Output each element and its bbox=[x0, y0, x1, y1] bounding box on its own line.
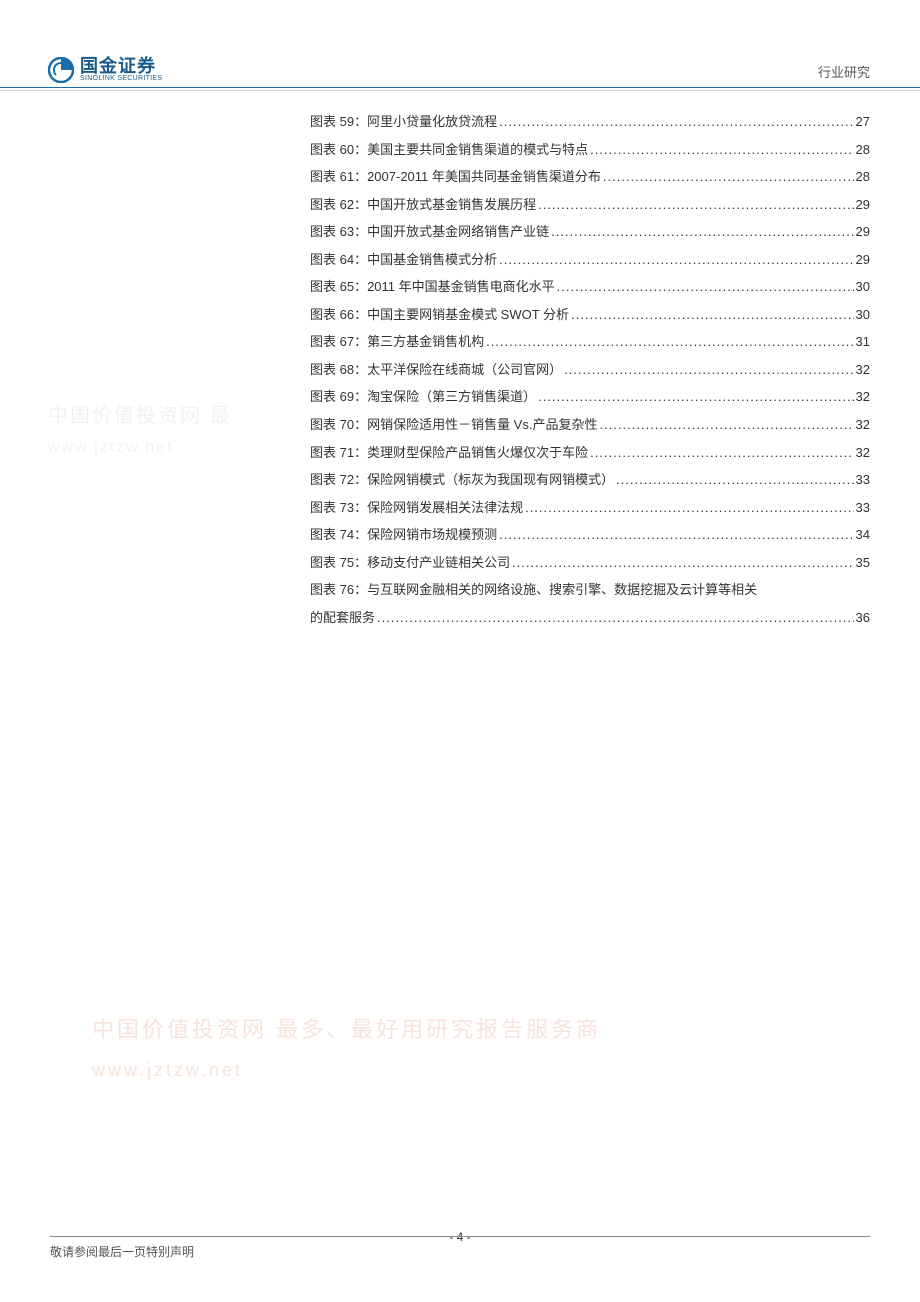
toc-entry: 图表 67：第三方基金销售机构 31 bbox=[310, 328, 870, 356]
toc-entry-page: 32 bbox=[856, 383, 870, 411]
toc-entry: 图表 76：与互联网金融相关的网络设施、搜索引擎、数据挖掘及云计算等相关的配套服… bbox=[310, 576, 870, 631]
toc-leader-dots bbox=[512, 549, 853, 577]
toc-entry: 图表 65：2011 年中国基金销售电商化水平 30 bbox=[310, 273, 870, 301]
toc-entry: 图表 66：中国主要网销基金模式 SWOT 分析 30 bbox=[310, 301, 870, 329]
toc-entry-title: 图表 61：2007-2011 年美国共同基金销售渠道分布 bbox=[310, 163, 601, 191]
toc-entry-page: 29 bbox=[856, 191, 870, 219]
logo-text-en: SINOLINK SECURITIES bbox=[80, 75, 162, 83]
toc-leader-dots bbox=[603, 163, 854, 191]
watermark-url: www.jztzw.net bbox=[92, 1052, 601, 1088]
toc-entry: 图表 75：移动支付产业链相关公司 35 bbox=[310, 549, 870, 577]
toc-entry: 图表 68：太平洋保险在线商城（公司官网） 32 bbox=[310, 356, 870, 384]
toc-entry-page: 28 bbox=[856, 163, 870, 191]
page-header: 国金证券 SINOLINK SECURITIES 行业研究 bbox=[0, 48, 920, 88]
toc-entry-title: 图表 74：保险网销市场规模预测 bbox=[310, 521, 497, 549]
toc-leader-dots bbox=[377, 604, 854, 632]
toc-entry-title: 图表 69：淘宝保险（第三方销售渠道） bbox=[310, 383, 536, 411]
toc-entry-title: 图表 62：中国开放式基金销售发展历程 bbox=[310, 191, 536, 219]
toc-entry: 图表 70：网销保险适用性－销售量 Vs.产品复杂性 32 bbox=[310, 411, 870, 439]
watermark-gray: 中国价值投资网 最 www.jztzw.net bbox=[48, 398, 232, 463]
toc-entry-title: 图表 64：中国基金销售模式分析 bbox=[310, 246, 497, 274]
toc-entry: 图表 64：中国基金销售模式分析 29 bbox=[310, 246, 870, 274]
toc-leader-dots bbox=[564, 356, 853, 384]
toc-entry-page: 36 bbox=[856, 604, 870, 632]
toc-entry: 图表 71：类理财型保险产品销售火爆仅次于车险 32 bbox=[310, 439, 870, 467]
header-underline bbox=[0, 90, 920, 91]
toc-entry-page: 34 bbox=[856, 521, 870, 549]
toc-entry-title: 图表 65：2011 年中国基金销售电商化水平 bbox=[310, 273, 555, 301]
watermark-text: 中国价值投资网 最多、最好用研究报告服务商 bbox=[92, 1008, 601, 1052]
toc-leader-dots bbox=[557, 273, 854, 301]
toc-entry: 图表 69：淘宝保险（第三方销售渠道） 32 bbox=[310, 383, 870, 411]
toc-leader-dots bbox=[499, 108, 853, 136]
toc-entry: 图表 63：中国开放式基金网络销售产业链 29 bbox=[310, 218, 870, 246]
toc-leader-dots bbox=[538, 383, 853, 411]
watermark-url: www.jztzw.net bbox=[48, 434, 232, 463]
toc-entry-page: 33 bbox=[856, 466, 870, 494]
toc-entry-title-line2: 的配套服务 36 bbox=[310, 604, 870, 632]
toc-leader-dots bbox=[571, 301, 853, 329]
logo-icon bbox=[48, 57, 74, 83]
table-of-contents: 图表 59：阿里小贷量化放贷流程 27图表 60：美国主要共同金销售渠道的模式与… bbox=[310, 108, 870, 631]
toc-entry-title: 图表 72：保险网销模式（标灰为我国现有网销模式） bbox=[310, 466, 614, 494]
toc-entry-page: 28 bbox=[856, 136, 870, 164]
toc-entry-page: 27 bbox=[856, 108, 870, 136]
toc-entry-continuation: 的配套服务 bbox=[310, 604, 375, 632]
toc-leader-dots bbox=[590, 439, 853, 467]
toc-entry-page: 29 bbox=[856, 246, 870, 274]
toc-entry-title: 图表 63：中国开放式基金网络销售产业链 bbox=[310, 218, 549, 246]
footer-divider bbox=[50, 1236, 870, 1237]
toc-entry-title: 图表 75：移动支付产业链相关公司 bbox=[310, 549, 510, 577]
header-category: 行业研究 bbox=[818, 62, 870, 83]
toc-entry-title: 图表 60：美国主要共同金销售渠道的模式与特点 bbox=[310, 136, 588, 164]
toc-entry-page: 29 bbox=[856, 218, 870, 246]
toc-entry-title: 图表 70：网销保险适用性－销售量 Vs.产品复杂性 bbox=[310, 411, 597, 439]
toc-entry: 图表 73：保险网销发展相关法律法规 33 bbox=[310, 494, 870, 522]
toc-entry: 图表 72：保险网销模式（标灰为我国现有网销模式） 33 bbox=[310, 466, 870, 494]
toc-leader-dots bbox=[599, 411, 853, 439]
toc-entry-title: 图表 67：第三方基金销售机构 bbox=[310, 328, 484, 356]
logo-text-cn: 国金证券 bbox=[80, 57, 162, 75]
toc-entry-page: 30 bbox=[856, 301, 870, 329]
toc-entry-page: 35 bbox=[856, 549, 870, 577]
toc-entry: 图表 60：美国主要共同金销售渠道的模式与特点 28 bbox=[310, 136, 870, 164]
toc-entry-title: 图表 59：阿里小贷量化放贷流程 bbox=[310, 108, 497, 136]
toc-leader-dots bbox=[499, 246, 853, 274]
toc-entry-page: 32 bbox=[856, 356, 870, 384]
toc-entry-title: 图表 66：中国主要网销基金模式 SWOT 分析 bbox=[310, 301, 569, 329]
toc-entry: 图表 59：阿里小贷量化放贷流程 27 bbox=[310, 108, 870, 136]
logo-text: 国金证券 SINOLINK SECURITIES bbox=[80, 57, 162, 83]
toc-entry: 图表 74：保险网销市场规模预测 34 bbox=[310, 521, 870, 549]
toc-entry-title: 图表 71：类理财型保险产品销售火爆仅次于车险 bbox=[310, 439, 588, 467]
watermark-orange: 中国价值投资网 最多、最好用研究报告服务商 www.jztzw.net bbox=[92, 1008, 601, 1088]
toc-entry-title-line1: 图表 76：与互联网金融相关的网络设施、搜索引擎、数据挖掘及云计算等相关 bbox=[310, 576, 870, 604]
toc-leader-dots bbox=[499, 521, 853, 549]
toc-entry-page: 31 bbox=[856, 328, 870, 356]
watermark-text: 中国价值投资网 最 bbox=[48, 398, 232, 434]
toc-leader-dots bbox=[525, 494, 853, 522]
toc-entry-page: 32 bbox=[856, 439, 870, 467]
company-logo: 国金证券 SINOLINK SECURITIES bbox=[48, 57, 162, 83]
toc-leader-dots bbox=[486, 328, 853, 356]
toc-leader-dots bbox=[538, 191, 853, 219]
toc-leader-dots bbox=[590, 136, 853, 164]
toc-entry-page: 32 bbox=[856, 411, 870, 439]
toc-entry: 图表 62：中国开放式基金销售发展历程 29 bbox=[310, 191, 870, 219]
toc-entry-page: 30 bbox=[856, 273, 870, 301]
toc-entry-title: 图表 68：太平洋保险在线商城（公司官网） bbox=[310, 356, 562, 384]
toc-leader-dots bbox=[616, 466, 853, 494]
toc-entry-title: 图表 73：保险网销发展相关法律法规 bbox=[310, 494, 523, 522]
toc-entry-page: 33 bbox=[856, 494, 870, 522]
toc-entry: 图表 61：2007-2011 年美国共同基金销售渠道分布 28 bbox=[310, 163, 870, 191]
toc-leader-dots bbox=[551, 218, 853, 246]
page-footer: 敬请参阅最后一页特别声明 bbox=[50, 1236, 870, 1260]
footer-disclaimer: 敬请参阅最后一页特别声明 bbox=[50, 1243, 870, 1260]
